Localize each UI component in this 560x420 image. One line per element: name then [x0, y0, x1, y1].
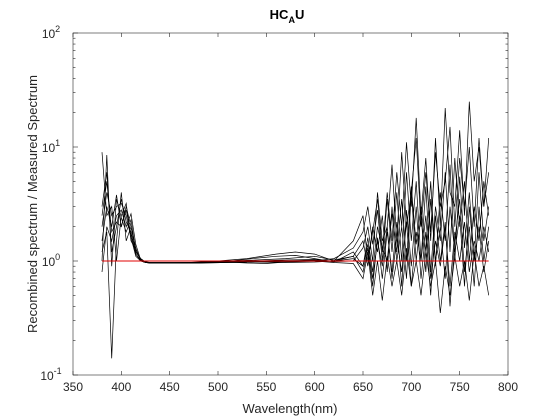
plot-area	[73, 33, 508, 375]
series-layer	[101, 101, 490, 359]
axes-box	[72, 32, 509, 376]
chart-title: HCAU	[270, 7, 305, 25]
x-tick-label: 800	[498, 380, 518, 394]
y-tick-label: 10-1	[40, 366, 61, 383]
x-ticks: 350 400 450 500 550 600 650 700 750 800	[63, 33, 518, 394]
x-axis-label: Wavelength(nm)	[243, 401, 338, 416]
y-axis-label: Recombined spectrum / Measured Spectrum	[25, 75, 40, 333]
axes-layer	[72, 32, 509, 376]
series-line-8	[101, 181, 490, 287]
x-tick-label: 650	[353, 380, 373, 394]
y-tick-label: 101	[42, 138, 60, 155]
x-tick-label: 700	[401, 380, 421, 394]
y-tick-label: 102	[42, 24, 60, 41]
x-tick-label: 350	[63, 380, 83, 394]
x-tick-label: 750	[450, 380, 470, 394]
x-tick-label: 550	[256, 380, 276, 394]
x-tick-label: 450	[160, 380, 180, 394]
x-tick-label: 600	[305, 380, 325, 394]
x-tick-label: 400	[111, 380, 131, 394]
y-ticks: 10-1 100 101 102	[40, 24, 508, 383]
chart-title-tail: U	[295, 7, 304, 22]
series-line-7	[101, 126, 490, 264]
y-tick-label: 100	[42, 252, 60, 269]
x-tick-label: 500	[208, 380, 228, 394]
chart-title-subscript: A	[288, 15, 295, 25]
chart-title-main: HC	[270, 7, 289, 22]
